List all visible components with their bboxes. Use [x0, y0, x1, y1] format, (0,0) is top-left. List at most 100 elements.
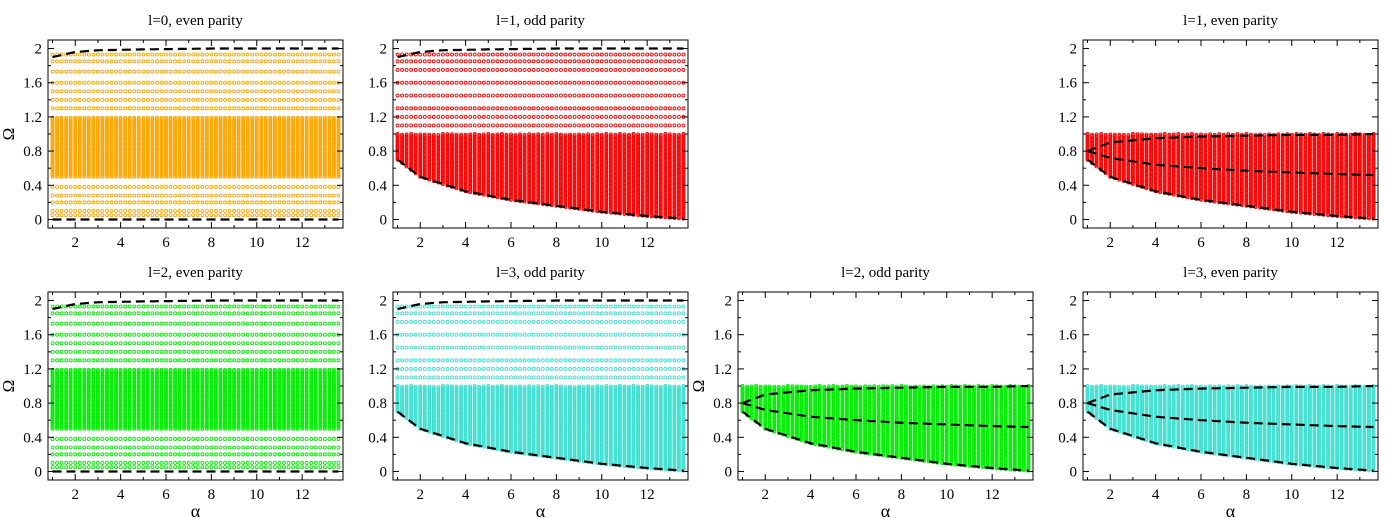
- scatter-column: [114, 52, 119, 218]
- scatter-column: [331, 52, 336, 218]
- data-point: [331, 52, 336, 57]
- data-point: [186, 69, 191, 74]
- data-point: [472, 52, 477, 57]
- data-point: [105, 59, 109, 64]
- data-point: [209, 97, 214, 102]
- data-point: [164, 97, 168, 102]
- data-point: [490, 93, 495, 98]
- y-tick-label: 0.8: [23, 144, 42, 160]
- data-point: [59, 80, 64, 85]
- data-point: [481, 80, 486, 85]
- data-point: [123, 59, 128, 64]
- y-tick-label: 1.6: [23, 76, 42, 92]
- data-point: [109, 208, 114, 213]
- data-point: [109, 193, 114, 198]
- data-point: [223, 117, 227, 121]
- data-point: [145, 115, 150, 120]
- data-point: [395, 67, 400, 72]
- data-point: [159, 200, 164, 205]
- data-point: [259, 193, 264, 198]
- data-point: [463, 106, 468, 111]
- data-point: [440, 123, 445, 128]
- data-point: [59, 117, 64, 121]
- scatter-column: [468, 52, 473, 195]
- data-point: [100, 117, 105, 121]
- data-point: [204, 97, 209, 102]
- data-point: [200, 200, 205, 205]
- data-point: [322, 200, 327, 205]
- scatter-column: [195, 52, 200, 218]
- data-point: [450, 114, 454, 119]
- scatter-column: [127, 52, 132, 218]
- data-point: [277, 115, 282, 120]
- scatter-column: [232, 52, 237, 218]
- data-point: [327, 59, 332, 64]
- data-point: [77, 80, 82, 85]
- data-point: [195, 193, 200, 198]
- data-point: [477, 59, 482, 64]
- data-point: [440, 106, 445, 111]
- data-point: [322, 213, 327, 218]
- data-point: [55, 200, 60, 205]
- data-point: [150, 193, 155, 198]
- data-point: [331, 89, 336, 94]
- data-point: [50, 193, 55, 198]
- data-point: [263, 52, 268, 57]
- data-point: [86, 117, 91, 121]
- data-point: [177, 193, 182, 198]
- data-point: [268, 69, 273, 74]
- data-point: [445, 80, 450, 85]
- data-point: [436, 59, 441, 64]
- data-point: [313, 193, 318, 198]
- data-point: [141, 115, 146, 120]
- data-point: [114, 52, 119, 57]
- data-point: [477, 67, 482, 72]
- data-point: [209, 213, 214, 218]
- x-axis: 2 4 6 8 10 12: [52, 40, 326, 251]
- plot-area: [50, 47, 341, 221]
- data-point: [109, 117, 114, 121]
- data-point: [404, 67, 409, 72]
- data-point: [254, 80, 259, 85]
- data-point: [136, 59, 141, 64]
- data-point: [395, 133, 400, 138]
- data-point: [59, 193, 64, 198]
- data-point: [282, 193, 286, 198]
- data-point: [95, 106, 100, 111]
- data-point: [277, 80, 282, 85]
- data-point: [463, 123, 468, 128]
- data-point: [263, 59, 268, 64]
- scatter-column: [327, 52, 332, 218]
- y-axis-label: Ω: [0, 128, 18, 141]
- data-point: [86, 89, 91, 94]
- data-point: [91, 200, 96, 205]
- data-point: [59, 69, 64, 74]
- data-point: [300, 97, 305, 102]
- data-point: [182, 193, 187, 198]
- data-point: [127, 106, 132, 111]
- data-point: [300, 106, 305, 111]
- data-point: [59, 208, 64, 213]
- data-point: [195, 69, 200, 74]
- data-point: [422, 80, 427, 85]
- data-point: [468, 93, 473, 98]
- data-point: [313, 80, 318, 85]
- data-point: [177, 106, 182, 111]
- scatter-column: [64, 52, 69, 218]
- scatter-column: [164, 52, 168, 218]
- data-point: [195, 80, 200, 85]
- data-point: [322, 89, 327, 94]
- data-point: [322, 106, 327, 111]
- data-point: [490, 114, 495, 119]
- data-point: [204, 208, 209, 213]
- data-point: [105, 185, 109, 189]
- data-point: [236, 80, 241, 85]
- data-point: [232, 185, 237, 189]
- data-point: [468, 106, 473, 111]
- data-point: [404, 93, 409, 98]
- data-point: [109, 106, 114, 111]
- data-point: [105, 213, 109, 218]
- scatter-column: [82, 52, 87, 218]
- data-point: [164, 52, 168, 57]
- data-point: [68, 59, 73, 64]
